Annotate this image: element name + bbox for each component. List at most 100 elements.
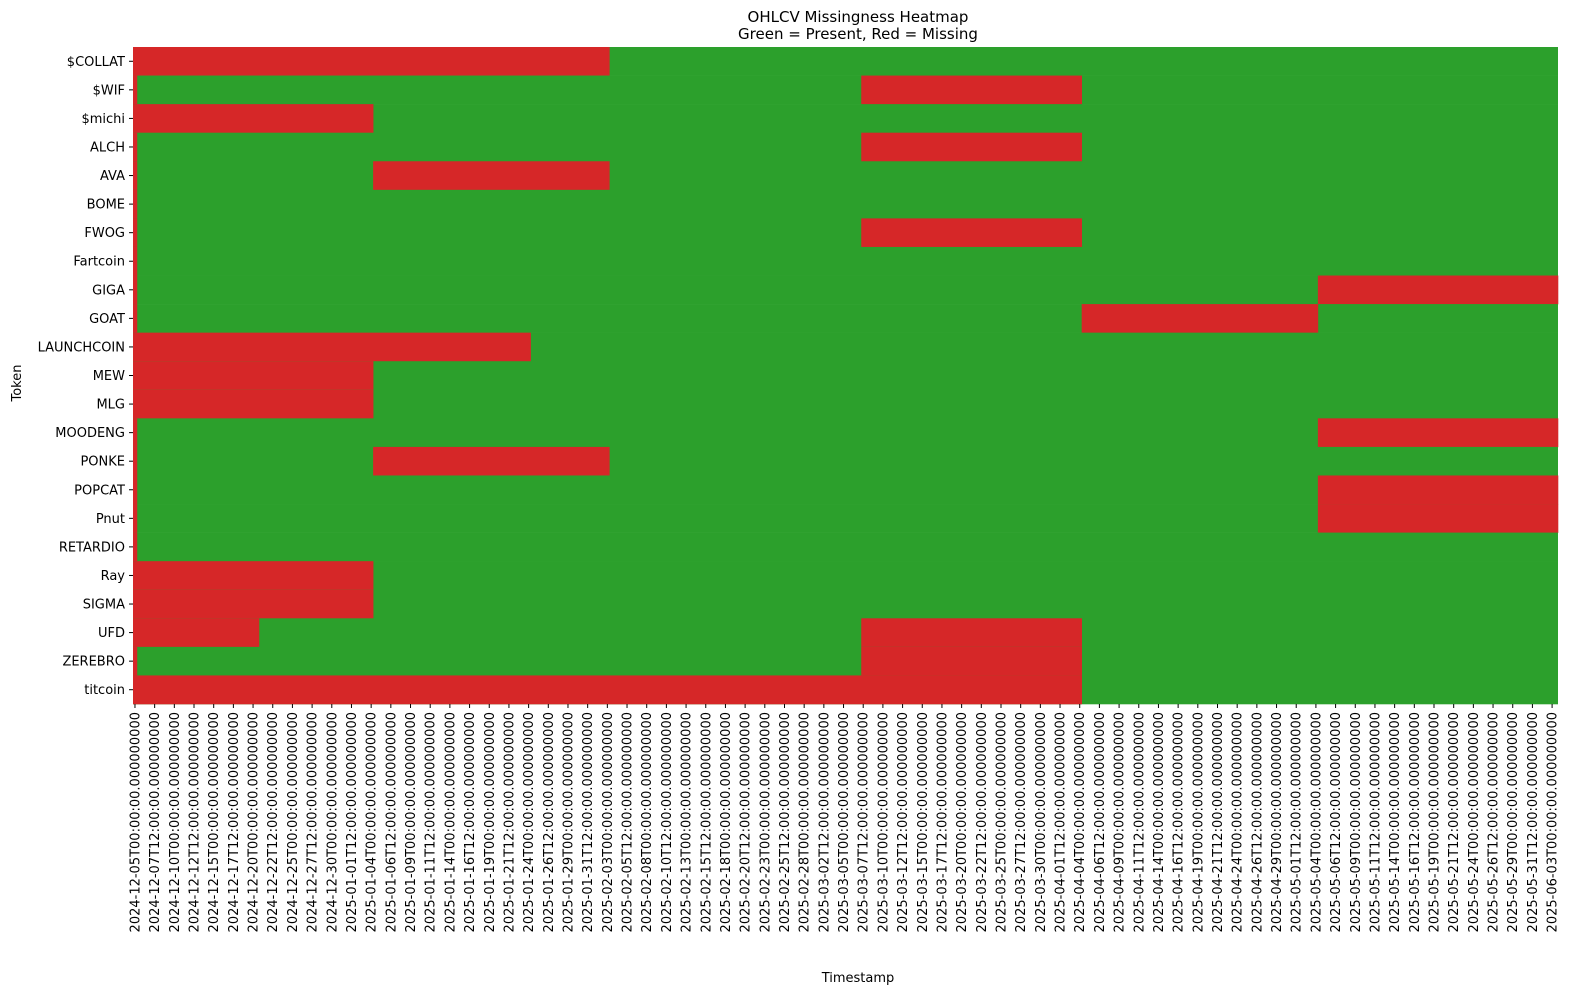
missing-cell — [133, 275, 138, 305]
y-tick-label: FWOG — [84, 226, 125, 241]
x-tick-label: 2025-04-19T00:00:00.000000000 — [1191, 712, 1206, 932]
x-axis-label: Timestamp — [821, 971, 895, 986]
x-tick-label: 2025-02-28T00:00:00.000000000 — [798, 712, 813, 932]
x-tick-label: 2025-02-05T12:00:00.000000000 — [621, 712, 636, 932]
x-tick-label: 2025-02-13T00:00:00.000000000 — [680, 712, 695, 932]
y-tick-label: Ray — [101, 569, 126, 584]
missing-cell — [133, 189, 138, 219]
missing-cell — [133, 504, 138, 533]
x-tick-label: 2025-04-21T12:00:00.000000000 — [1211, 712, 1226, 932]
y-tick-label: titcoin — [84, 683, 125, 698]
x-tick-label: 2025-04-14T00:00:00.000000000 — [1152, 712, 1167, 932]
y-tick-label: $michi — [81, 112, 125, 127]
y-axis-ticks: $COLLAT $WIF $michi ALCH AVA BOME FWOG Fartcoin… — [38, 55, 133, 698]
missing-cell — [1317, 475, 1559, 505]
present-row-cell — [133, 189, 1558, 219]
x-tick-label: 2024-12-20T00:00:00.000000000 — [247, 712, 262, 932]
y-tick-label: RETARDIO — [59, 540, 125, 555]
x-tick-label: 2025-02-15T12:00:00.000000000 — [699, 712, 714, 932]
x-tick-label: 2025-03-17T12:00:00.000000000 — [935, 712, 950, 932]
missing-cell — [133, 246, 138, 276]
y-tick-label: PONKE — [80, 455, 125, 470]
y-tick-label: UFD — [98, 626, 125, 641]
x-tick-label: 2025-03-30T00:00:00.000000000 — [1034, 712, 1049, 932]
missing-cell — [133, 361, 374, 391]
x-tick-label: 2025-01-19T00:00:00.000000000 — [483, 712, 498, 932]
missing-cell — [133, 561, 374, 591]
missing-cell — [861, 132, 1082, 162]
x-tick-label: 2025-03-20T00:00:00.000000000 — [955, 712, 970, 932]
x-tick-label: 2025-01-21T12:00:00.000000000 — [502, 712, 517, 932]
x-tick-label: 2024-12-30T00:00:00.000000000 — [325, 712, 340, 932]
x-tick-label: 2025-01-01T12:00:00.000000000 — [345, 712, 360, 932]
y-tick-label: MEW — [93, 369, 125, 384]
y-tick-label: Pnut — [96, 512, 125, 527]
x-tick-label: 2025-02-23T00:00:00.000000000 — [758, 712, 773, 932]
x-tick-label: 2025-01-11T12:00:00.000000000 — [424, 712, 439, 932]
x-tick-label: 2025-01-04T00:00:00.000000000 — [365, 712, 380, 932]
x-tick-label: 2025-05-26T12:00:00.000000000 — [1487, 712, 1502, 932]
x-tick-label: 2025-03-02T12:00:00.000000000 — [817, 712, 832, 932]
x-tick-label: 2025-05-06T12:00:00.000000000 — [1329, 712, 1344, 932]
y-tick-label: $WIF — [93, 83, 125, 98]
missing-cell — [861, 618, 1082, 648]
x-tick-label: 2024-12-25T00:00:00.000000000 — [286, 712, 301, 932]
x-tick-label: 2025-05-16T12:00:00.000000000 — [1408, 712, 1423, 932]
missing-cell — [1317, 504, 1559, 533]
x-tick-label: 2025-02-10T12:00:00.000000000 — [660, 712, 675, 932]
y-tick-label: Fartcoin — [73, 255, 125, 270]
heatmap-cells — [133, 47, 1559, 705]
missing-cell — [133, 161, 138, 191]
missing-cell — [133, 446, 138, 476]
x-tick-label: 2024-12-22T12:00:00.000000000 — [266, 712, 281, 932]
x-tick-label: 2024-12-15T00:00:00.000000000 — [207, 712, 222, 932]
x-tick-label: 2025-04-29T00:00:00.000000000 — [1270, 712, 1285, 932]
x-tick-label: 2025-05-31T12:00:00.000000000 — [1526, 712, 1541, 932]
x-tick-label: 2024-12-10T00:00:00.000000000 — [168, 712, 183, 932]
y-tick-label: BOME — [87, 198, 125, 213]
present-row-cell — [133, 618, 1558, 648]
missing-cell — [133, 218, 138, 248]
y-tick-label: GIGA — [92, 283, 125, 298]
y-tick-label: SIGMA — [83, 598, 125, 613]
missing-cell — [133, 104, 374, 133]
missing-cell — [133, 646, 138, 676]
x-tick-label: 2025-01-24T00:00:00.000000000 — [522, 712, 537, 932]
x-tick-label: 2025-05-01T12:00:00.000000000 — [1290, 712, 1305, 932]
present-row-cell — [133, 532, 1558, 562]
y-tick-label: MOODENG — [55, 426, 125, 441]
present-row-cell — [133, 75, 1558, 105]
y-tick-label: ALCH — [90, 140, 125, 155]
x-tick-label: 2025-02-08T00:00:00.000000000 — [640, 712, 655, 932]
x-tick-label: 2025-03-07T12:00:00.000000000 — [857, 712, 872, 932]
missing-cell — [133, 675, 1082, 705]
y-tick-label: MLG — [96, 398, 125, 413]
missing-cell — [133, 418, 138, 448]
x-tick-label: 2025-05-19T00:00:00.000000000 — [1428, 712, 1443, 932]
x-tick-label: 2025-03-10T00:00:00.000000000 — [876, 712, 891, 932]
x-tick-label: 2025-01-26T12:00:00.000000000 — [542, 712, 557, 932]
x-tick-label: 2025-05-11T12:00:00.000000000 — [1368, 712, 1383, 932]
x-tick-label: 2025-04-06T12:00:00.000000000 — [1093, 712, 1108, 932]
y-tick-label: ZEREBRO — [62, 655, 125, 670]
present-row-cell — [133, 646, 1558, 676]
chart-subtitle: Green = Present, Red = Missing — [738, 25, 978, 43]
x-tick-label: 2025-02-25T12:00:00.000000000 — [778, 712, 793, 932]
x-tick-label: 2025-05-14T00:00:00.000000000 — [1388, 712, 1403, 932]
x-axis-ticks: 2024-12-05T00:00:00.000000000 2024-12-07T… — [128, 704, 1561, 932]
x-tick-label: 2025-04-09T00:00:00.000000000 — [1113, 712, 1128, 932]
x-tick-label: 2025-04-04T00:00:00.000000000 — [1073, 712, 1088, 932]
missing-cell — [861, 646, 1082, 676]
x-tick-label: 2025-05-09T00:00:00.000000000 — [1349, 712, 1364, 932]
x-tick-label: 2025-04-24T00:00:00.000000000 — [1231, 712, 1246, 932]
y-tick-label: POPCAT — [74, 483, 125, 498]
x-tick-label: 2025-03-12T12:00:00.000000000 — [896, 712, 911, 932]
x-tick-label: 2025-03-22T12:00:00.000000000 — [975, 712, 990, 932]
x-tick-label: 2025-01-29T00:00:00.000000000 — [561, 712, 576, 932]
missing-cell — [373, 446, 610, 476]
missing-cell — [133, 304, 138, 333]
y-tick-label: $COLLAT — [67, 55, 125, 70]
x-tick-label: 2025-01-14T00:00:00.000000000 — [443, 712, 458, 932]
x-tick-label: 2025-04-26T12:00:00.000000000 — [1250, 712, 1265, 932]
